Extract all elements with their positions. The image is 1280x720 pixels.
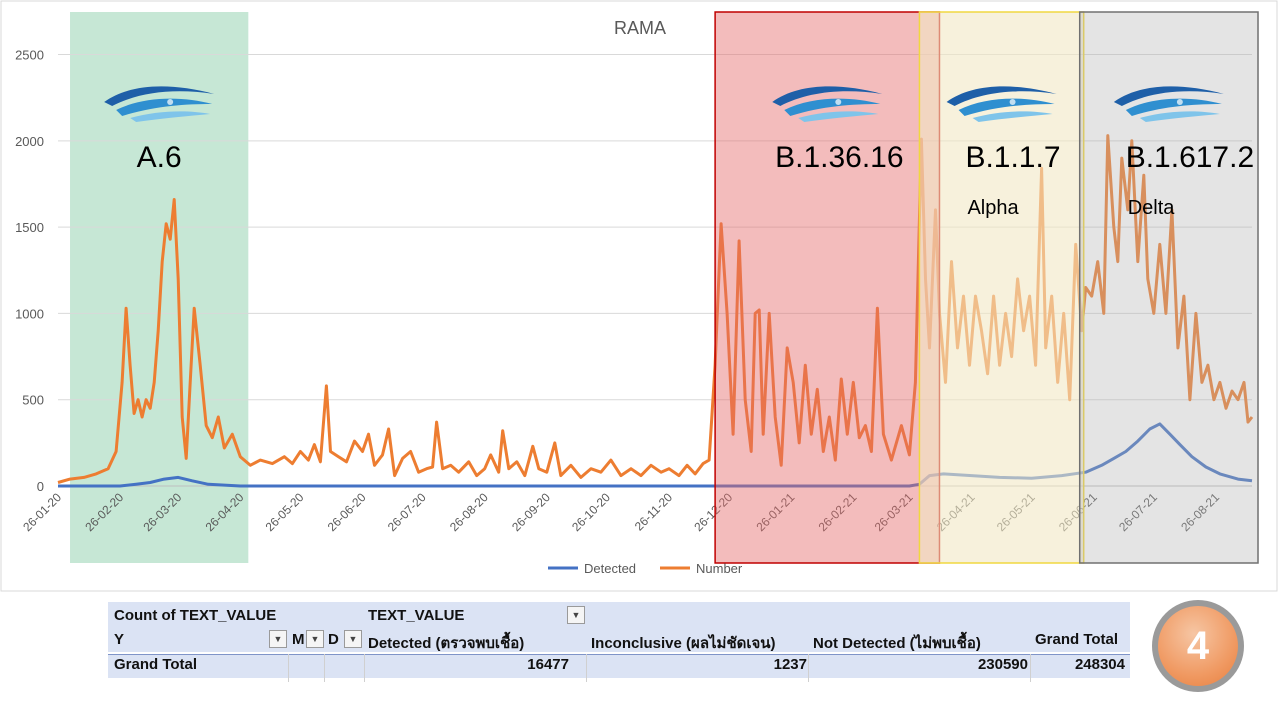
wave-stroke	[958, 98, 1055, 116]
wave-stroke	[116, 98, 213, 116]
slide-number: 4	[1158, 606, 1238, 686]
wave-logo	[104, 86, 215, 122]
variant-sublabel: Delta	[1128, 197, 1176, 219]
grand-total-value: 248304	[1074, 656, 1125, 673]
variant-region	[1078, 11, 1259, 564]
wave-stroke	[798, 111, 879, 122]
variant-region	[918, 11, 1085, 564]
pivot-gridline	[324, 654, 325, 682]
chart-area: 0 500 1000 1500 2000 2500 26-01-20 26-02-20 26-0…	[0, 0, 1278, 592]
pivot-gridline	[586, 654, 587, 682]
text-value-filter-dropdown[interactable]: ▼	[567, 606, 585, 624]
variant-sublabel: Alpha	[967, 197, 1019, 219]
wave-stroke	[772, 86, 883, 106]
chart-title: RAMA	[614, 18, 666, 38]
m-field-label: M	[292, 631, 305, 648]
d-filter-dropdown[interactable]: ▼	[344, 630, 362, 648]
chevron-down-icon: ▼	[348, 634, 358, 644]
text-value-field-label: TEXT_VALUE	[368, 607, 465, 624]
not-detected-total-value: 230590	[977, 656, 1028, 673]
pivot-gridline	[808, 654, 809, 682]
chevron-down-icon: ▼	[571, 610, 581, 620]
wave-stroke	[784, 98, 881, 116]
wave-dot	[167, 99, 174, 105]
variant-label: A.6	[137, 141, 182, 174]
y-field-label: Y	[114, 631, 125, 648]
y-tick-label: 0	[37, 479, 44, 494]
not-detected-column-header: Not Detected (ไม่พบเชื้อ)	[813, 635, 981, 652]
wave-stroke	[1125, 98, 1222, 116]
m-filter-dropdown[interactable]: ▼	[306, 630, 324, 648]
wave-logo	[1113, 86, 1224, 122]
chevron-down-icon: ▼	[310, 634, 320, 644]
slide-number-badge: 4	[1152, 600, 1244, 692]
wave-stroke	[972, 111, 1053, 122]
y-tick-label: 1000	[15, 306, 44, 321]
variant-region	[714, 11, 941, 564]
wave-logo	[946, 86, 1057, 122]
pivot-gridline	[288, 654, 289, 682]
wave-stroke	[1139, 111, 1220, 122]
variant-label: B.1.36.16	[775, 141, 903, 174]
pivot-table: Count of TEXT_VALUE TEXT_VALUE ▼ Y ▼ M ▼…	[108, 602, 1130, 682]
d-field-label: D	[328, 631, 339, 648]
pivot-gridline	[1030, 654, 1031, 682]
legend-label: Detected	[584, 561, 636, 576]
inconclusive-column-header: Inconclusive (ผลไม่ชัดเจน)	[591, 635, 776, 652]
detected-total-value: 16477	[527, 656, 569, 673]
wave-logo	[772, 86, 883, 122]
y-filter-dropdown[interactable]: ▼	[269, 630, 287, 648]
variant-label: B.1.617.2	[1126, 141, 1254, 174]
variant-label: B.1.1.7	[965, 141, 1060, 174]
grand-total-row-label: Grand Total	[114, 656, 198, 673]
y-tick-label: 2000	[15, 134, 44, 149]
wave-dot	[1176, 99, 1183, 105]
y-tick-label: 500	[22, 393, 44, 408]
wave-dot	[835, 99, 842, 105]
y-tick-label: 1500	[15, 220, 44, 235]
count-of-text-value-label: Count of TEXT_VALUE	[114, 607, 277, 624]
wave-stroke	[1113, 86, 1224, 106]
grand-total-column-header: Grand Total	[1035, 631, 1119, 648]
y-tick-label: 2500	[15, 48, 44, 63]
detected-column-header: Detected (ตรวจพบเชื้อ)	[368, 635, 525, 652]
wave-stroke	[104, 86, 215, 106]
legend-label: Number	[696, 561, 743, 576]
wave-dot	[1009, 99, 1016, 105]
filter-icon: ▼	[273, 634, 283, 644]
pivot-total-bg	[108, 654, 1130, 678]
inconclusive-total-value: 1237	[773, 656, 807, 673]
wave-stroke	[130, 111, 211, 122]
wave-stroke	[946, 86, 1057, 106]
pivot-gridline	[364, 654, 365, 682]
